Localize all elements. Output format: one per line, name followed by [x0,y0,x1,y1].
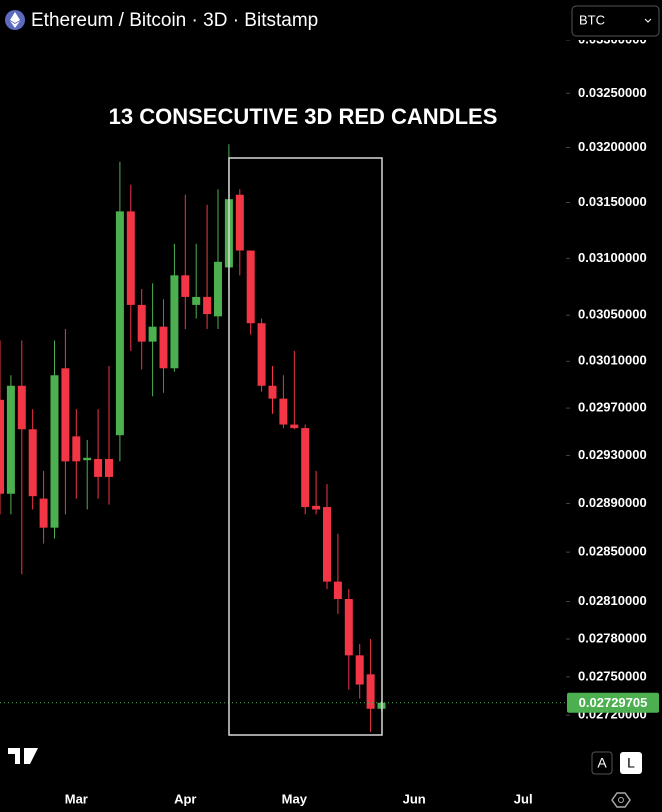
candle-body [203,296,212,315]
highlight-box [228,157,383,736]
candle-body [105,458,113,477]
y-tick-label: 0.02970000 [578,399,647,414]
plot: 0.033000000.032500000.032000000.03150000… [0,31,647,806]
candle-body [148,326,157,342]
candle-body [268,385,277,399]
y-tick-label: 0.03250000 [578,85,647,100]
candle-body [279,398,288,425]
candle-body [246,250,255,324]
candle-body [0,399,4,494]
candle-body [28,429,37,497]
candle-body [301,428,310,508]
candle-body [83,457,92,461]
candle-body [312,505,321,510]
y-tick-label: 0.02750000 [578,668,647,683]
header [0,0,662,40]
candle-body [159,326,168,369]
y-tick-label: 0.03100000 [578,250,647,265]
y-tick-label: 0.03050000 [578,307,647,322]
symbol-title: Ethereum / Bitcoin · 3D · Bitstamp [31,10,318,31]
candle-body [290,424,299,429]
tv-logo [8,748,38,764]
settings-icon[interactable] [611,792,631,808]
candle-body [72,436,81,462]
candle-body [235,194,244,251]
annotation: 13 CONSECUTIVE 3D RED CANDLES [109,104,498,129]
y-tick-label: 0.02780000 [578,630,647,645]
y-tick-label: 0.02850000 [578,544,647,559]
currency-dropdown[interactable] [571,5,660,37]
y-tick-label: 0.02810000 [578,593,647,608]
x-tick-label: Jul [514,791,533,806]
last-price-tag [567,692,659,713]
settings-dot [618,797,624,803]
candle-body [366,674,375,709]
x-tick-label: Jun [403,791,426,806]
candle-body [355,655,364,685]
currency-label: BTC [579,12,605,27]
x-tick-label: Mar [65,791,88,806]
candle-body [61,368,70,462]
last-price-label: 0.02729705 [579,695,648,710]
y-tick-label: 0.03150000 [578,194,647,209]
x-tick-label: Apr [174,791,196,806]
auto-label: A [597,755,607,771]
candle-body [181,275,190,297]
candle-body [39,498,48,528]
auto-button[interactable] [591,751,613,775]
x-tick-label: May [282,791,308,806]
y-tick-label: 0.03200000 [578,139,647,154]
log-label: L [627,755,635,771]
candle-body [214,261,222,317]
candle-body [257,323,266,386]
candle-body [94,458,103,477]
log-button[interactable] [620,752,642,774]
candle-body [323,507,331,582]
y-tick-label: 0.03010000 [578,353,647,368]
y-tick-label: 0.02930000 [578,447,647,462]
candle-body [126,211,135,305]
eth-glyph [10,12,20,28]
candle-body [17,385,26,430]
candle-body [6,385,15,494]
candle-body [192,296,201,305]
candle-body [115,211,124,436]
candle-body [50,375,59,528]
candle-body [137,304,146,342]
y-tick-label: 0.02890000 [578,495,647,510]
candle-body [344,598,353,656]
candle-body [333,581,342,599]
candle-body [170,275,179,369]
dropdown-arrow [644,18,652,23]
